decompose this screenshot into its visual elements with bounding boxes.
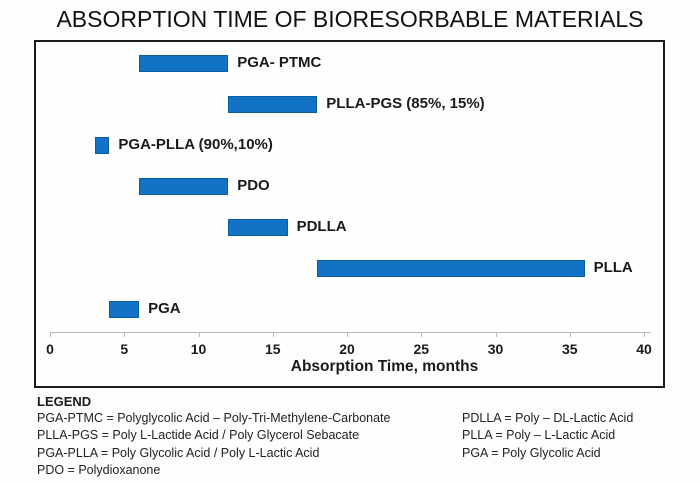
bar-label: PGA-PLLA (90%,10%) — [118, 136, 273, 153]
legend-entry-plla: PLLA = Poly – L-Lactic Acid — [462, 428, 616, 443]
range-bar — [94, 136, 110, 154]
legend-entry-pga: PGA = Poly Glycolic Acid — [462, 445, 601, 460]
axis-tick — [347, 332, 348, 337]
axis-tick — [272, 332, 274, 337]
legend-entry-plla-pgs: PLLA-PGS = Poly L-Lactide Acid / Poly Gl… — [37, 428, 360, 443]
axis-tick — [50, 332, 51, 337]
legend-heading: LEGEND — [37, 394, 92, 409]
axis-tick-label: 15 — [264, 341, 281, 357]
axis-tick-label: 10 — [190, 341, 207, 357]
bar-label: PDO — [237, 177, 270, 194]
legend-entry-pga-plla: PGA-PLLA = Poly Glycolic Acid / Poly L-L… — [37, 445, 320, 460]
x-axis-title: Absorption Time, months — [290, 358, 479, 375]
axis-tick — [198, 332, 200, 337]
chart-title: ABSORPTION TIME OF BIORESORBABLE MATERIA… — [56, 6, 644, 32]
axis-tick — [569, 332, 571, 337]
axis-tick — [495, 332, 497, 337]
axis-tick-label: 30 — [487, 341, 504, 357]
bar-label: PGA- PTMC — [237, 54, 322, 71]
legend-entry-pga-ptmc: PGA-PTMC = Polyglycolic Acid – Poly-Tri-… — [37, 411, 391, 425]
plot-area: PGA- PTMC PLLA-PGS (85%, 15%) PGA-PLLA (90… — [36, 42, 663, 386]
bar-label: PGA — [148, 300, 181, 317]
legend-right-column: PDLLA = Poly – DL-Lactic Acid PLLA = Pol… — [462, 410, 633, 462]
legend-entry-pdo: PDO = Polydioxanone — [37, 463, 161, 478]
legend: LEGEND PGA-PTMC = Polyglycolic Acid – Po… — [37, 393, 700, 483]
axis-tick-label: 25 — [413, 341, 430, 357]
axis-tick — [421, 332, 423, 337]
x-axis-line — [50, 332, 651, 333]
axis-tick-label: 0 — [46, 341, 54, 357]
legend-entry-pdlla: PDLLA = Poly – DL-Lactic Acid — [462, 411, 634, 425]
chart-area: PGA- PTMC PLLA-PGS (85%, 15%) PGA-PLLA (90… — [34, 40, 665, 388]
bar-label: PLLA-PGS (85%, 15%) — [326, 95, 485, 112]
range-bar — [139, 177, 229, 195]
legend-left-column: PGA-PTMC = Polyglycolic Acid – Poly-Tri-… — [37, 410, 390, 480]
bar-label: PLLA — [593, 259, 633, 276]
range-bar — [228, 218, 288, 236]
bar-label: PDLLA — [296, 218, 347, 235]
axis-tick-label: 20 — [339, 341, 355, 357]
axis-tick — [124, 332, 126, 337]
range-bar — [109, 300, 140, 318]
axis-tick-label: 35 — [561, 341, 578, 357]
range-bar — [317, 259, 585, 277]
axis-tick-label: 40 — [636, 341, 652, 357]
range-bar — [139, 54, 229, 72]
axis-tick-label: 5 — [120, 341, 129, 357]
range-bar — [228, 95, 318, 113]
axis-tick — [644, 332, 645, 337]
